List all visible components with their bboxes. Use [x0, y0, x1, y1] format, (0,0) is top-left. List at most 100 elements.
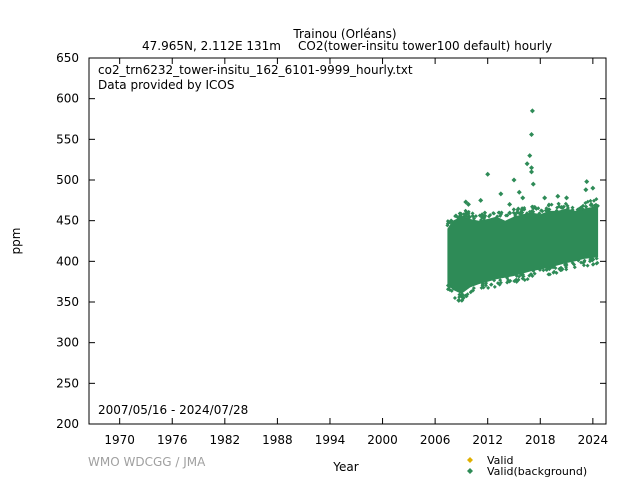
x-tick-label: 2018	[525, 433, 556, 447]
y-axis: 200 250 300 350 400 450 500 550 600 650	[56, 51, 606, 431]
data-point-outlier	[590, 185, 596, 191]
data-point	[581, 260, 586, 265]
data-point	[563, 201, 568, 206]
data-point	[570, 205, 575, 210]
data-point-outlier	[498, 191, 504, 197]
data-point	[554, 208, 559, 213]
data-point	[511, 210, 516, 215]
data-point	[518, 212, 523, 217]
data-point	[556, 201, 561, 206]
data-point	[459, 214, 464, 219]
data-points	[445, 108, 600, 303]
legend: Valid Valid(background)	[467, 454, 587, 478]
data-point	[447, 284, 452, 289]
plot-frame	[88, 57, 607, 425]
data-point-outlier	[530, 181, 536, 187]
data-point	[560, 205, 565, 210]
data-point	[565, 205, 570, 210]
data-point	[522, 278, 527, 283]
data-point	[585, 263, 590, 268]
data-point	[530, 274, 535, 279]
data-point	[590, 203, 595, 208]
data-point	[446, 221, 451, 226]
data-point	[511, 207, 516, 212]
data-point-outlier	[529, 108, 535, 114]
data-point	[537, 211, 542, 216]
data-point-outlier	[529, 169, 535, 175]
y-tick-label: 450	[56, 214, 79, 228]
data-point-outlier	[463, 199, 469, 205]
data-point	[459, 211, 464, 216]
data-point-outlier	[465, 201, 471, 207]
data-point	[460, 292, 465, 297]
data-point	[498, 213, 503, 218]
data-point	[595, 203, 600, 208]
data-point	[464, 214, 469, 219]
x-tick-label: 2006	[420, 433, 451, 447]
x-tick-label: 2024	[578, 433, 609, 447]
data-point	[572, 262, 577, 267]
data-point	[465, 292, 470, 297]
x-tick-label: 1970	[104, 433, 135, 447]
x-tick-label: 2000	[367, 433, 398, 447]
data-point	[530, 204, 535, 209]
chart-subtitle-location: 47.965N, 2.112E 131m	[142, 39, 281, 53]
data-point	[532, 271, 537, 276]
data-point-outlier	[507, 201, 513, 207]
data-point	[592, 203, 597, 208]
data-point	[541, 268, 546, 273]
data-point	[555, 205, 560, 210]
data-point	[505, 213, 510, 218]
data-point	[483, 214, 488, 219]
x-tick-label: 1988	[262, 433, 293, 447]
data-point	[537, 267, 542, 272]
data-point	[489, 282, 494, 287]
data-point	[506, 278, 511, 283]
y-tick-label: 400	[56, 254, 79, 268]
data-point	[516, 206, 521, 211]
data-point	[471, 286, 476, 291]
legend-label-background: Valid(background)	[487, 465, 587, 478]
x-axis: 1970 1976 1982 1988 1994 2000 2006 2012 2018 2024	[104, 58, 608, 447]
data-point	[483, 210, 488, 215]
data-point-outlier	[564, 195, 570, 201]
data-point	[527, 209, 532, 214]
data-point-outlier	[527, 153, 533, 159]
y-tick-label: 200	[56, 417, 79, 431]
x-axis-label: Year	[332, 460, 358, 474]
data-point-outlier	[555, 193, 561, 199]
data-point	[588, 257, 593, 262]
data-point	[584, 204, 589, 209]
data-point	[488, 213, 493, 218]
data-point	[521, 274, 526, 279]
data-point	[595, 260, 600, 265]
data-point	[531, 209, 536, 214]
data-point	[484, 281, 489, 286]
data-point	[522, 206, 527, 211]
data-point-outlier	[478, 197, 484, 203]
data-point	[583, 201, 588, 206]
data-point-outlier	[584, 179, 590, 185]
legend-marker-background	[467, 468, 473, 474]
x-tick-label: 2012	[472, 433, 503, 447]
data-point	[507, 210, 512, 215]
data-point	[452, 295, 457, 300]
legend-marker-valid	[467, 457, 473, 463]
data-point-outlier	[524, 161, 530, 167]
data-point	[594, 256, 599, 261]
y-tick-label: 500	[56, 173, 79, 187]
data-point-outlier	[485, 171, 491, 177]
data-point	[539, 208, 544, 213]
data-point	[471, 214, 476, 219]
data-point	[544, 267, 549, 272]
data-point	[491, 211, 496, 216]
y-tick-label: 550	[56, 132, 79, 146]
data-point	[495, 214, 500, 219]
y-axis-label: ppm	[9, 228, 23, 255]
data-point	[498, 278, 503, 283]
data-point	[576, 258, 581, 263]
data-point	[552, 269, 557, 274]
date-range-label: 2007/05/16 - 2024/07/28	[98, 403, 248, 417]
data-point	[486, 285, 491, 290]
